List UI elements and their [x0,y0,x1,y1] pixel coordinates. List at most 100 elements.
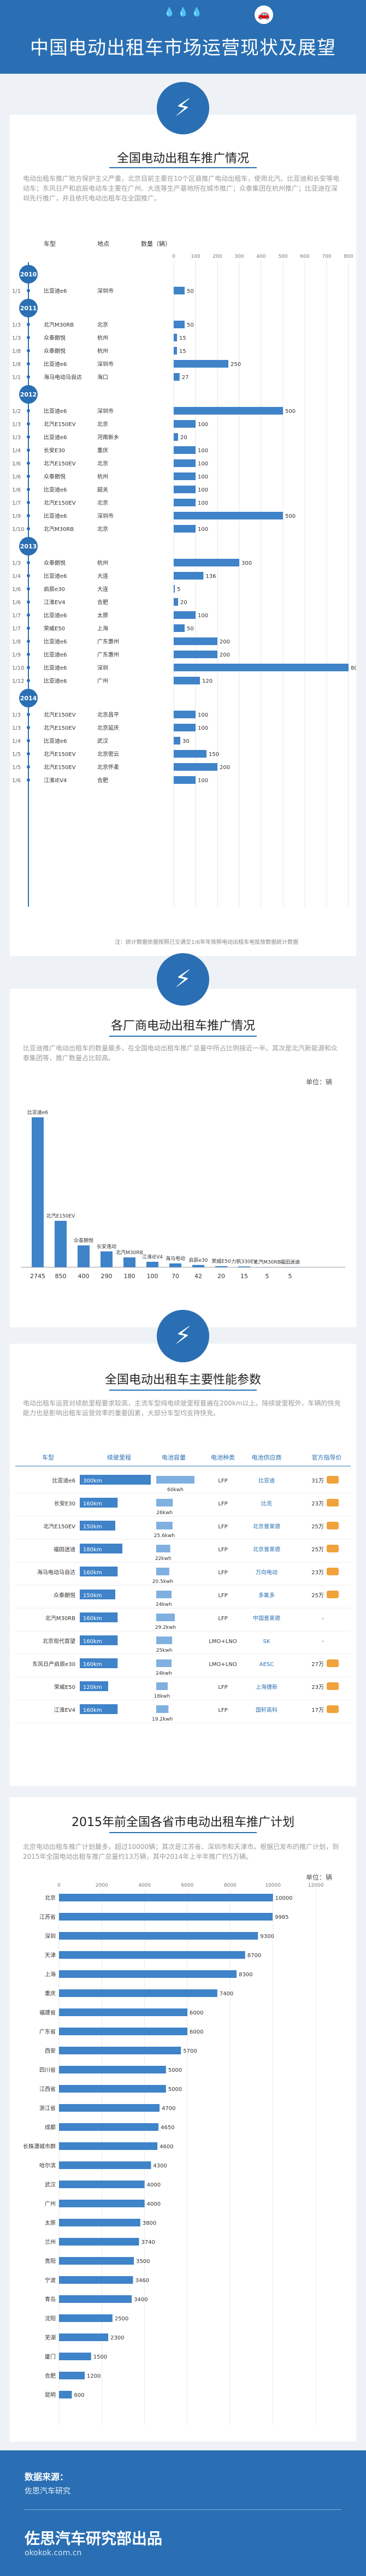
row-location: 广东惠州 [97,638,119,645]
plan-axis-tick: 0 [57,1883,61,1888]
plan-axis-tick: 2000 [96,1883,108,1888]
row-model: 北汽E150EV [44,724,76,731]
row-date: 1/2 [12,409,21,415]
plan-bar [59,2314,113,2322]
section-3-card [10,1344,356,1786]
battery-label: 18kwh [154,1694,170,1699]
timeline-dot [27,679,30,682]
plan-value: 3500 [136,2259,150,2265]
mfr-value: 2745 [30,1273,45,1280]
axis-tick-label: 500 [278,254,287,259]
qty-bar [174,472,196,480]
battery-label: 26kwh [156,1510,173,1516]
row-date: 1/6 [12,587,21,593]
plan-category: 太原 [45,2219,56,2226]
mfr-bar-label: 比亚迪e6 [27,1109,49,1116]
qty-bar [174,287,185,294]
spec-header: 电池种类 [211,1454,235,1461]
plan-value: 9300 [260,1934,274,1940]
chem-label: LFP [218,1547,227,1553]
plan-category: 哈尔滨 [39,2162,56,2169]
row-date: 1/10 [12,527,24,533]
plan-value: 7400 [220,1991,233,1997]
mfr-bar-label: 北汽E150EV [46,1213,76,1219]
timeline-dot [27,475,30,478]
qty-bar [174,585,175,593]
qty-bar [174,334,177,341]
plan-category: 兰州 [45,2238,56,2246]
axis-tick-label: 600 [300,254,309,259]
price-label: 25万 [311,1524,324,1530]
mfr-bar [101,1251,113,1267]
plan-bar [59,2047,181,2054]
year-label: 2013 [20,543,37,550]
row-date: 1/3 [12,712,21,718]
qty-bar [174,459,196,467]
qty-bar [174,373,180,381]
timeline-dot [27,726,30,729]
plan-bar [59,2200,145,2207]
mfr-bar-label: 力帆330EV [231,1259,257,1265]
qty-label: 150 [209,752,219,758]
footer-rule [25,2509,341,2510]
qty-label: 5 [177,587,180,593]
price-label: - [322,1616,324,1622]
publisher: 佐思汽车研究部出品 [25,2530,163,2548]
row-model: 北汽M30RB [44,321,74,328]
year-marker [19,385,38,404]
row-location: 武汉 [97,737,108,745]
qty-bar [174,664,349,671]
qty-bar [174,637,217,645]
qty-label: 50 [187,322,194,328]
timeline-dot [27,336,30,339]
province-plan-chart: 0 2000 4000 6000 8000 10000 12000 北京 10000 江苏省 998… [23,1883,324,2425]
supplier-label: 比亚迪 [258,1478,275,1484]
plan-value: 5000 [168,2067,182,2073]
plan-category: 广东省 [39,2028,56,2035]
axis-tick-label: 700 [322,254,331,259]
charger-icon: ⚡ [157,953,209,1006]
plan-value: 4000 [147,2201,161,2207]
battery-bar [156,1522,173,1529]
qty-bar [174,499,196,506]
row-date: 1/8 [12,639,21,645]
row-model: 众泰朗悦 [44,334,66,341]
range-bar [80,1498,118,1508]
row-date: 1/6 [12,600,21,606]
timeline-dot [27,713,30,716]
plan-bar [59,2391,72,2398]
col-header-qty: 数量（辆） [141,240,171,247]
timeline-dot [27,640,30,643]
source-label: 数据来源： [25,2472,69,2482]
row-model: 荣威E50 [44,625,65,632]
row-date: 1/1 [12,375,21,381]
mfr-bar [55,1221,67,1267]
row-model: 北汽E150EV [44,499,76,506]
row-date: 1/6 [12,474,21,480]
row-location: 杭州 [97,334,108,341]
plan-bar [59,2104,160,2112]
price-coin-icon [327,1591,339,1598]
supplier-label: 北京普莱德 [253,1546,280,1553]
row-date: 1/3 [12,725,21,731]
mfr-bar [78,1245,90,1267]
timeline-dot [27,435,30,439]
axis-tick-label: 400 [256,254,265,259]
row-date: 1/8 [12,348,21,355]
plan-category: 武汉 [45,2181,56,2188]
section-1-intro: 电动出租车推广地方保护主义严重，北京目前主要在10个区县推广电动出租车，使用北汽… [23,175,340,202]
battery-label: 25.6kwh [154,1533,175,1539]
range-label: 160km [83,1570,102,1576]
qty-bar [174,750,206,758]
axis-tick-label: 800 [344,254,353,259]
plan-category: 成都 [45,2124,56,2131]
row-date: 1/7 [12,500,21,506]
mfr-bar [123,1257,135,1267]
qty-label: 50 [187,288,194,294]
mfr-value: 5 [265,1273,269,1280]
row-date: 1/9 [12,513,21,519]
battery-bar [156,1545,170,1552]
price-label: 23万 [311,1685,324,1691]
plan-category: 北京 [45,1894,56,1901]
range-bar [80,1475,151,1485]
